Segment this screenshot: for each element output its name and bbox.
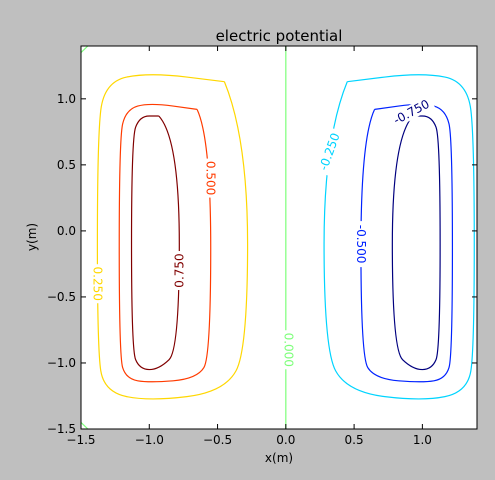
contour-label: 0.000: [282, 333, 296, 367]
contour-label: 0.750: [172, 253, 186, 287]
x-tick-label: −0.5: [203, 433, 232, 447]
x-tick-label: −1.5: [66, 433, 95, 447]
y-tick-label: −1.5: [47, 422, 76, 436]
contour-line-level-1: [118, 103, 212, 383]
y-tick-label: 0.5: [57, 158, 76, 172]
contour-line-level-4: [323, 74, 475, 400]
contour-label-background: [353, 221, 368, 268]
x-tick-label: −1.0: [135, 433, 164, 447]
y-tick-label: 0.0: [57, 224, 76, 238]
contour-label-background: [90, 264, 105, 304]
contour-label-background: [315, 127, 344, 176]
contour-line-level-2: [96, 74, 249, 400]
y-axis-label: y(m): [25, 223, 39, 251]
contour-corner-segment-0: [80, 45, 89, 54]
x-tick-label: 1.0: [413, 433, 432, 447]
y-tick-label: −1.0: [47, 356, 76, 370]
x-tick-label: 0.5: [345, 433, 364, 447]
contour-corner-segment-1: [80, 421, 89, 430]
contour-line-level-0: [130, 115, 180, 371]
chart-title: electric potential: [216, 27, 343, 45]
contour-label-background: [387, 95, 436, 130]
x-axis-label: x(m): [265, 451, 293, 465]
contour-label: -0.500: [354, 225, 368, 264]
y-tick-label: 1.0: [57, 92, 76, 106]
y-tick-label: −0.5: [47, 290, 76, 304]
contour-line-level-6: [391, 115, 441, 371]
x-tick-label: 0.0: [276, 433, 295, 447]
contour-label: 0.500: [204, 161, 218, 195]
contour-label-background: [203, 158, 218, 198]
plot-frame: [80, 45, 478, 430]
contour-label: 0.250: [90, 267, 104, 301]
contour-label-background: [172, 251, 187, 291]
contour-line-level-5: [360, 103, 454, 383]
contour-label-background: [281, 330, 296, 370]
